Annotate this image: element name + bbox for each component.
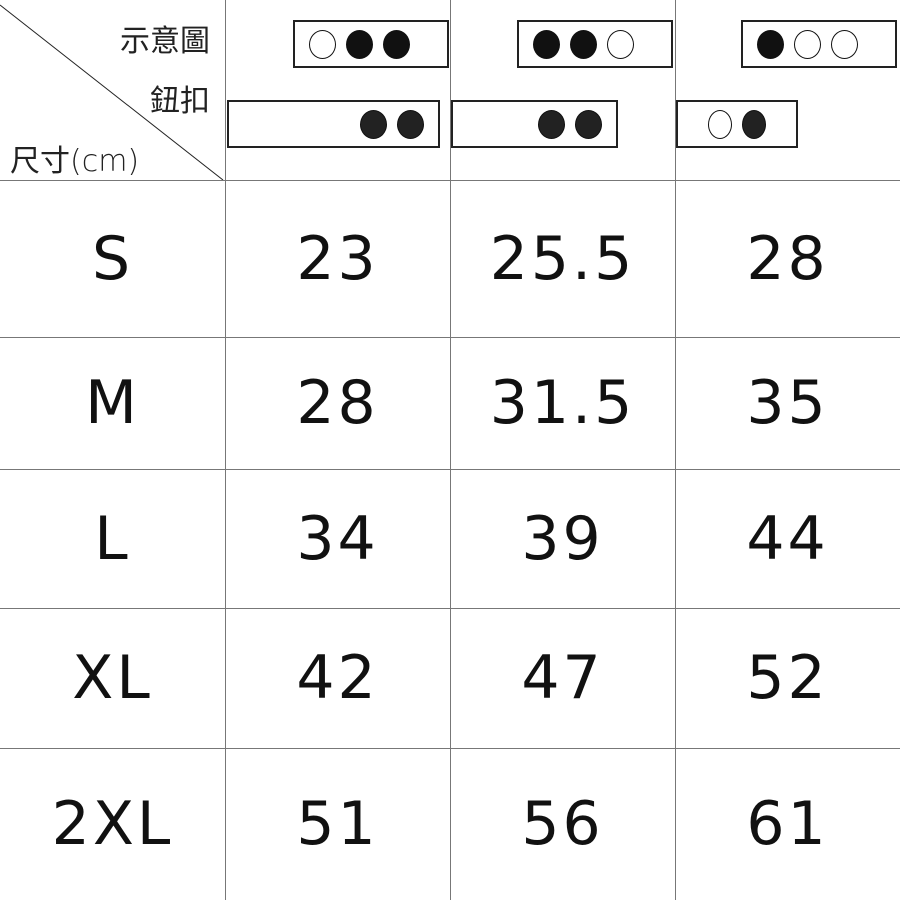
button-diagram-box <box>741 20 897 68</box>
row-divider <box>0 608 900 609</box>
size-cell: S <box>91 223 134 294</box>
size-cell: 2XL <box>51 789 174 859</box>
empty-circle-icon <box>794 29 821 59</box>
button-row-box <box>676 100 798 148</box>
empty-circle-icon <box>831 29 858 59</box>
measurement-cell: 39 <box>521 503 604 574</box>
empty-circle-icon <box>309 29 336 59</box>
row-divider <box>0 469 900 470</box>
button-diagram-box <box>293 20 449 68</box>
measurement-cell: 61 <box>746 789 829 859</box>
measurement-cell: 34 <box>296 503 379 574</box>
button-diagram-box <box>517 20 673 68</box>
column-divider <box>225 0 226 900</box>
measurement-cell: 25.5 <box>489 223 636 294</box>
size-cell: XL <box>72 643 153 713</box>
measurement-cell: 52 <box>746 643 829 713</box>
empty-circle-icon <box>708 109 732 139</box>
size-cell: L <box>94 503 131 574</box>
filled-circle-icon <box>538 109 565 139</box>
measurement-cell: 23 <box>296 223 379 294</box>
measurement-cell: 28 <box>746 223 829 294</box>
row-divider <box>0 337 900 338</box>
filled-circle-icon <box>757 29 784 59</box>
measurement-cell: 42 <box>296 643 379 713</box>
column-divider <box>450 0 451 900</box>
filled-circle-icon <box>570 29 597 59</box>
filled-circle-icon <box>533 29 560 59</box>
filled-circle-icon <box>383 29 410 59</box>
measurement-cell: 47 <box>521 643 604 713</box>
diagram-label: 示意圖 <box>120 24 210 59</box>
filled-circle-icon <box>346 29 373 59</box>
measurement-cell: 31.5 <box>489 368 636 438</box>
button-row-box <box>451 100 618 148</box>
corner-diagonal-line <box>0 4 224 180</box>
size-label: 尺寸(cm) <box>10 144 140 179</box>
measurement-cell: 28 <box>296 368 379 438</box>
column-divider <box>675 0 676 900</box>
filled-circle-icon <box>360 109 387 139</box>
measurement-cell: 56 <box>521 789 604 859</box>
size-cell: M <box>85 368 140 438</box>
measurement-cell: 35 <box>746 368 829 438</box>
measurement-cell: 51 <box>296 789 379 859</box>
row-divider <box>0 748 900 749</box>
button-row-box <box>227 100 440 148</box>
measurement-cell: 44 <box>746 503 829 574</box>
button-label: 鈕扣 <box>150 84 210 119</box>
filled-circle-icon <box>742 109 766 139</box>
row-divider <box>0 180 900 181</box>
filled-circle-icon <box>575 109 602 139</box>
empty-circle-icon <box>607 29 634 59</box>
filled-circle-icon <box>397 109 424 139</box>
